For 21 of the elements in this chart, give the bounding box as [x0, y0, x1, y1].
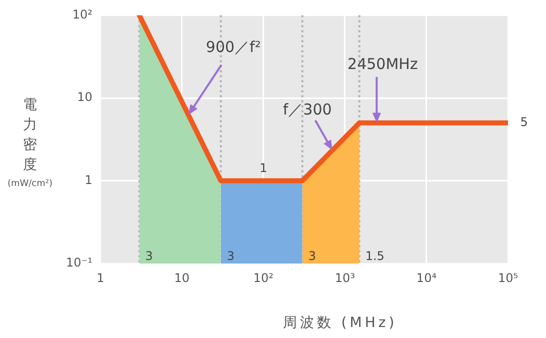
annotation: 3 — [145, 249, 153, 264]
x-axis-title: 周波数 (MHz) — [282, 314, 398, 332]
annotation: 2450MHz — [348, 54, 418, 73]
annotation: 3 — [308, 249, 316, 264]
y-tick-label: 10⁻¹ — [66, 256, 93, 270]
annotation: 900／f² — [206, 38, 261, 56]
annotation: 5 — [520, 115, 528, 130]
annotation: 1.5 — [365, 249, 384, 264]
x-tick-label: 10³ — [334, 270, 356, 285]
x-tick-label: 1 — [96, 270, 104, 285]
annotation: 3 — [226, 249, 234, 264]
annotation: 1 — [260, 160, 268, 175]
x-tick-label: 10² — [253, 270, 274, 285]
y-axis-title: 電力密度 (mW/cm²) — [6, 96, 54, 189]
x-tick-label: 10 — [174, 270, 190, 285]
x-tick-label: 10⁴ — [416, 270, 437, 285]
y-tick-label: 10 — [77, 90, 92, 104]
annotation: f／300 — [282, 100, 332, 118]
y-tick-label: 1 — [84, 172, 92, 187]
x-tick-label: 10⁵ — [498, 270, 518, 285]
y-tick-label: 10² — [72, 7, 93, 22]
